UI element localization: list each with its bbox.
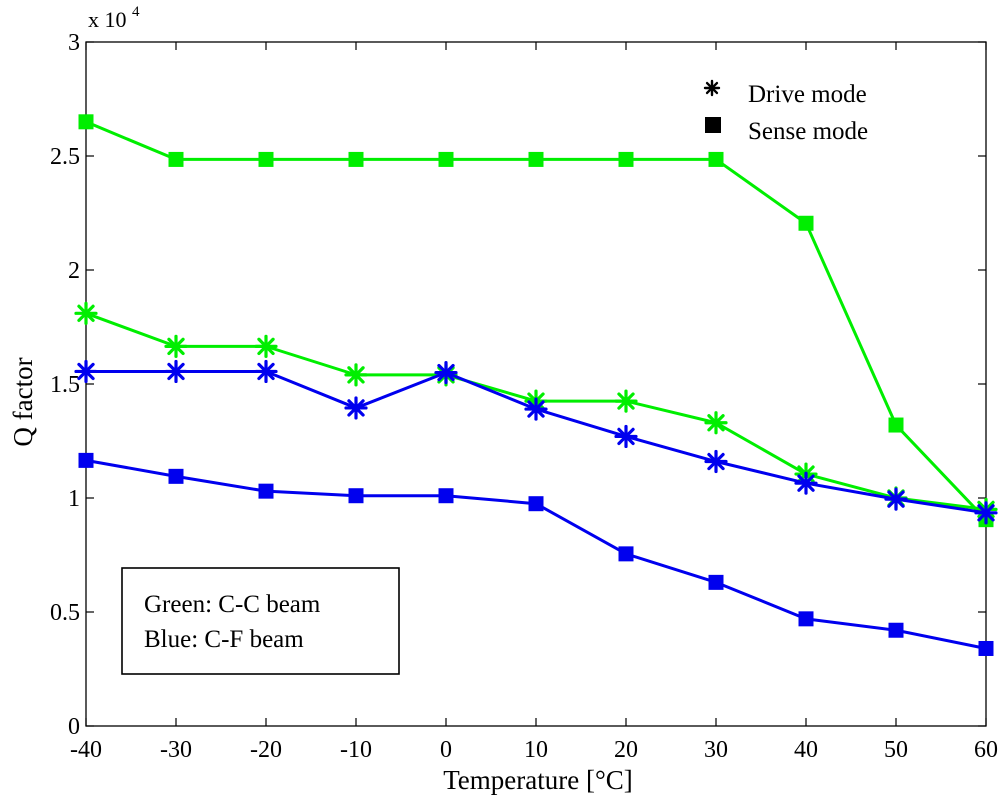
data-point-asterisk — [524, 397, 548, 421]
legend-label: Drive mode — [748, 81, 867, 108]
y-tick-label: 2 — [68, 258, 80, 284]
data-point-asterisk-stroke — [617, 392, 635, 410]
data-point-square — [438, 151, 454, 167]
annotation-line: Green: C-C beam — [144, 591, 321, 618]
annotation-border — [121, 567, 400, 675]
data-point-square — [978, 640, 994, 656]
data-point-asterisk — [254, 334, 278, 358]
x-tick-label: -40 — [70, 737, 102, 763]
data-point-square — [78, 452, 94, 468]
data-point-asterisk-stroke — [707, 414, 725, 432]
data-point-square — [258, 483, 274, 499]
data-point-square — [438, 488, 454, 504]
y-axis-title: Q factor — [8, 357, 38, 446]
data-point-asterisk — [614, 424, 638, 449]
series-2 — [74, 359, 998, 525]
data-point-asterisk — [74, 301, 98, 325]
legend-square-marker — [705, 117, 721, 133]
x-tick-label: 40 — [794, 737, 818, 763]
axis-ticks — [85, 41, 987, 727]
annotation-line: Blue: C-F beam — [144, 626, 304, 653]
data-point-asterisk — [254, 359, 278, 384]
data-point-asterisk-stroke — [797, 474, 815, 492]
data-point-square — [528, 151, 544, 167]
data-point-asterisk-stroke — [707, 452, 725, 471]
data-point-square — [78, 114, 94, 130]
y-tick-label: 0 — [68, 714, 80, 740]
data-point-asterisk-stroke — [257, 362, 275, 381]
data-point-asterisk — [164, 359, 188, 384]
x-tick-label: 0 — [440, 737, 452, 763]
data-point-square — [348, 488, 364, 504]
data-point-asterisk — [434, 361, 458, 385]
color-annotation-box: Green: C-C beam Blue: C-F beam — [121, 567, 400, 675]
data-point-asterisk — [884, 487, 908, 511]
data-point-asterisk-stroke — [887, 490, 905, 508]
legend-asterisk-marker-stroke — [705, 81, 719, 95]
y-tick-label: 1.5 — [50, 372, 80, 398]
data-point-asterisk-stroke — [257, 337, 275, 356]
x-tick-label: -20 — [250, 737, 282, 763]
data-point-square — [708, 574, 724, 590]
y-tick-label: 3 — [68, 30, 80, 56]
data-point-asterisk — [704, 449, 728, 474]
series-layer — [74, 114, 998, 656]
data-point-asterisk — [614, 389, 638, 413]
x-tick-label: 50 — [884, 737, 908, 763]
data-point-asterisk-stroke — [617, 427, 635, 446]
x-tick-label: 10 — [524, 737, 548, 763]
x-tick-label: 20 — [614, 737, 638, 763]
data-point-asterisk-stroke — [77, 304, 95, 322]
y-tick-label: 2.5 — [50, 144, 80, 170]
data-point-square — [168, 151, 184, 167]
data-point-square — [618, 546, 634, 562]
data-point-asterisk — [344, 396, 368, 420]
data-point-square — [168, 468, 184, 484]
legend-label: Sense mode — [748, 118, 868, 145]
y-tick-label: 0.5 — [50, 600, 80, 626]
data-point-asterisk-stroke — [527, 400, 545, 418]
data-point-asterisk — [164, 334, 188, 358]
data-point-square — [618, 151, 634, 167]
data-point-asterisk — [794, 471, 818, 495]
y-tick-label: 1 — [68, 486, 80, 512]
data-point-square — [888, 622, 904, 638]
data-point-asterisk-stroke — [167, 337, 185, 356]
y-axis-exponent-power: 4 — [132, 4, 140, 20]
data-point-asterisk-stroke — [77, 362, 95, 381]
x-tick-label: -30 — [160, 737, 192, 763]
legend-asterisk-marker — [703, 79, 721, 97]
data-point-asterisk-stroke — [437, 363, 455, 382]
x-tick-label: 30 — [704, 737, 728, 763]
data-point-square — [348, 151, 364, 167]
data-point-asterisk-stroke — [347, 399, 365, 417]
x-axis-title: Temperature [°C] — [443, 765, 633, 795]
data-point-square — [258, 151, 274, 167]
data-point-asterisk-stroke — [977, 504, 995, 522]
data-point-square — [888, 417, 904, 433]
data-point-asterisk — [974, 501, 998, 525]
data-point-square — [528, 496, 544, 512]
y-axis-exponent: x 10 4 — [88, 4, 140, 32]
data-point-asterisk-stroke — [347, 366, 365, 384]
data-point-asterisk-stroke — [167, 362, 185, 381]
x-tick-label: -10 — [340, 737, 372, 763]
x-tick-label: 60 — [974, 737, 998, 763]
data-point-square — [708, 151, 724, 167]
series-3 — [78, 452, 994, 656]
data-point-asterisk — [704, 411, 728, 435]
y-axis-exponent-base: x 10 — [88, 7, 127, 32]
axis-tick-labels: -40 -30 -20 -10 0 10 20 30 40 50 60 0 0.5 1 1.5 2 2.5 3 — [50, 30, 998, 763]
data-point-asterisk — [74, 359, 98, 384]
data-point-square — [798, 611, 814, 627]
data-point-square — [798, 215, 814, 231]
legend: Drive mode Sense mode — [703, 79, 868, 145]
data-point-asterisk — [344, 363, 368, 387]
